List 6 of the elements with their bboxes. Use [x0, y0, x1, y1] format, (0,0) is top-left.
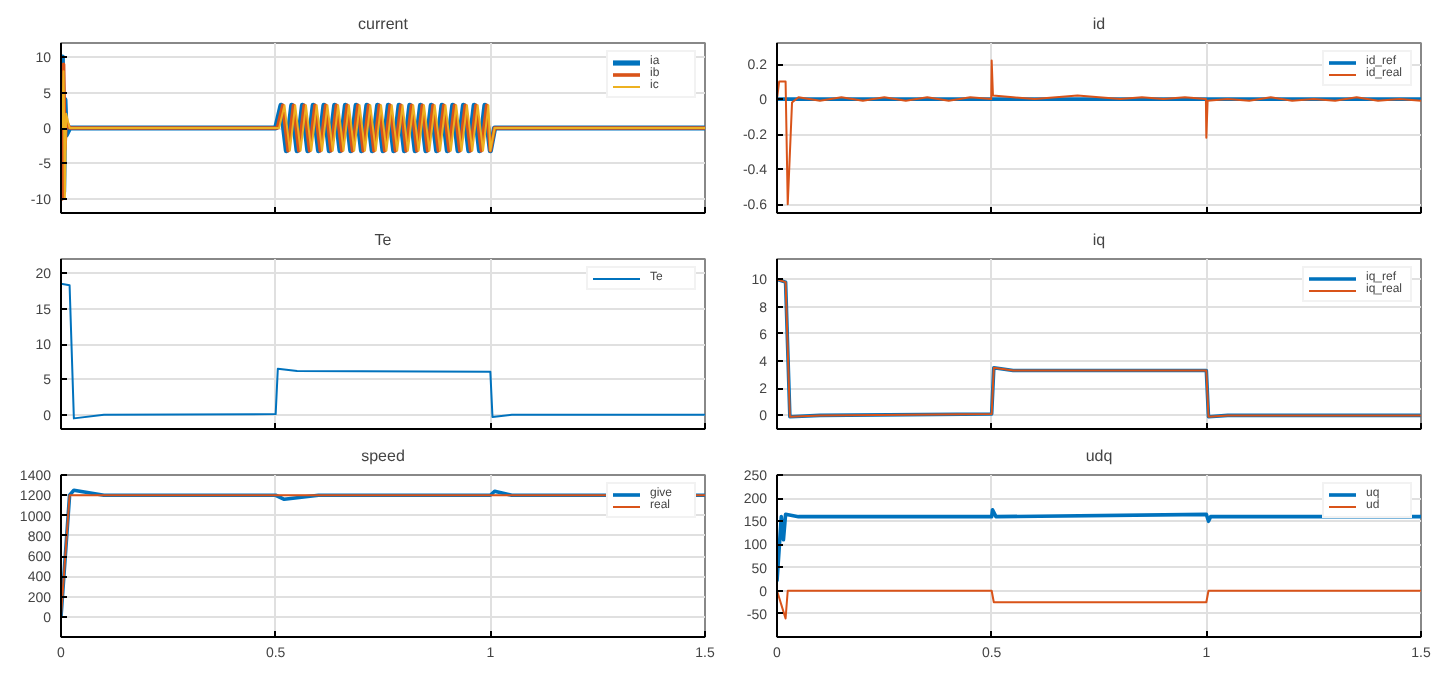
chart-title: speed: [361, 447, 405, 465]
chart-title: udq: [1085, 447, 1113, 465]
chart-title: current: [358, 15, 410, 33]
chart-title: Te: [374, 231, 393, 249]
chart-title: iq: [1092, 231, 1106, 249]
chart-title: id: [1092, 15, 1106, 33]
